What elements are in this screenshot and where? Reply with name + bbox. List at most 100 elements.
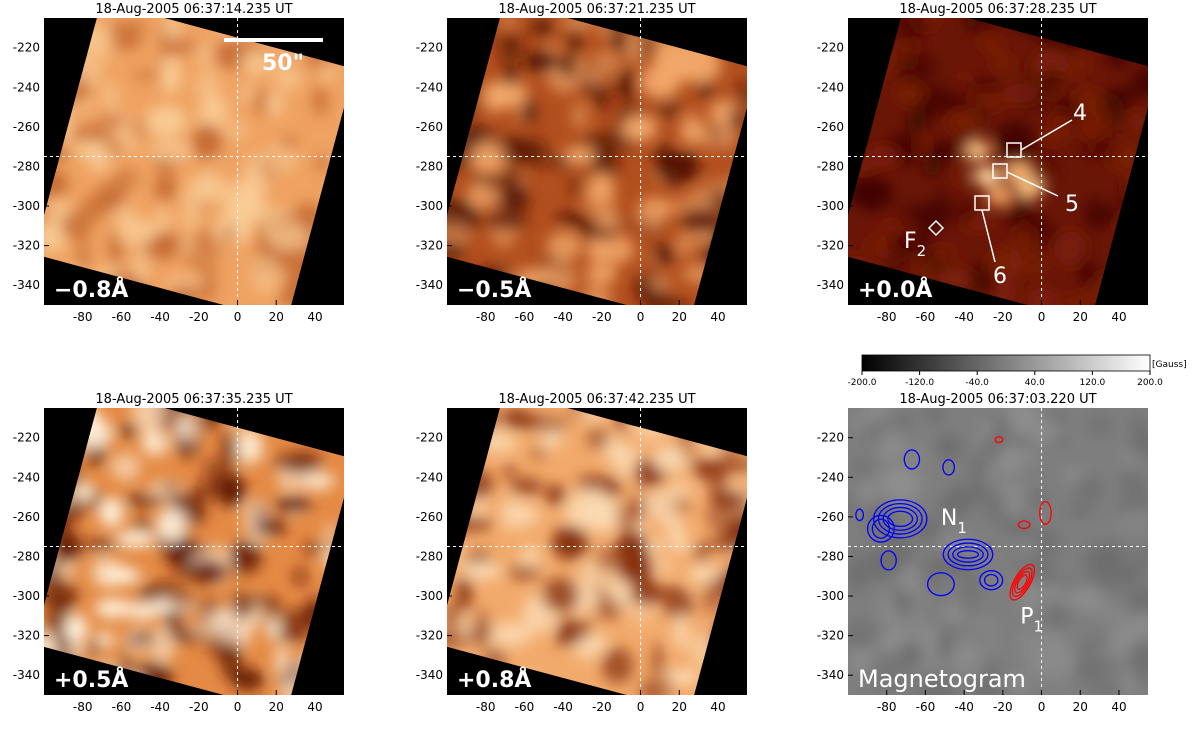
y-tick-label: -340 — [416, 668, 443, 682]
blob — [161, 481, 177, 494]
blob — [893, 412, 916, 429]
blob — [141, 427, 159, 455]
blob — [868, 657, 907, 694]
y-tick-label: -260 — [416, 510, 443, 524]
blob — [119, 132, 140, 154]
blob — [670, 446, 685, 472]
blob — [501, 65, 519, 87]
blob — [485, 431, 517, 453]
blob — [507, 565, 541, 580]
panel-title: 18-Aug-2005 06:37:21.235 UT — [498, 2, 695, 17]
x-tick-label: -60 — [515, 310, 535, 324]
contour — [1039, 500, 1052, 525]
blob — [648, 275, 671, 292]
blob — [502, 408, 528, 430]
blob — [622, 114, 658, 141]
blob — [851, 176, 893, 211]
x-tick-label: 0 — [1038, 310, 1046, 324]
blob — [652, 642, 664, 679]
colorbar-tick-label: -200.0 — [847, 378, 876, 388]
y-tick-label: -280 — [416, 159, 443, 173]
blob — [994, 120, 1036, 156]
blob — [103, 80, 118, 112]
blob — [663, 591, 695, 620]
x-tick-label: 40 — [1111, 700, 1126, 714]
pointer — [1020, 119, 1073, 151]
blob — [971, 454, 987, 487]
blob — [649, 536, 661, 557]
blob — [260, 144, 299, 174]
blob — [131, 408, 168, 430]
panel-title: 18-Aug-2005 06:37:14.235 UT — [95, 2, 292, 17]
blob — [150, 230, 181, 260]
y-tick-label: -260 — [13, 120, 40, 134]
x-tick-label: -40 — [954, 700, 974, 714]
blob — [934, 187, 948, 211]
x-tick-label: 0 — [637, 700, 645, 714]
blob — [120, 27, 142, 51]
y-tick-label: -240 — [13, 80, 40, 94]
y-tick-label: -300 — [13, 199, 40, 213]
blob — [676, 231, 694, 257]
x-tick-label: 20 — [1073, 310, 1088, 324]
x-tick-label: -20 — [993, 310, 1013, 324]
contour — [983, 573, 999, 587]
blob — [44, 591, 78, 607]
blob — [907, 109, 928, 135]
y-tick-label: -260 — [817, 510, 844, 524]
blob — [594, 547, 621, 574]
x-tick-label: -60 — [916, 310, 936, 324]
blob — [951, 539, 985, 553]
blob — [616, 67, 635, 104]
y-tick-label: -240 — [13, 470, 40, 484]
blob — [859, 477, 876, 502]
x-tick-label: -20 — [592, 310, 612, 324]
contours — [855, 436, 1052, 601]
blob — [555, 213, 584, 226]
contour — [994, 436, 1004, 444]
blob — [314, 156, 329, 172]
blob — [963, 587, 975, 619]
blob — [1017, 408, 1029, 438]
blob — [1132, 547, 1148, 568]
blob — [520, 98, 538, 125]
blob — [320, 65, 335, 81]
blob — [498, 31, 523, 64]
blob — [675, 57, 696, 81]
x-tick-label: 20 — [269, 700, 284, 714]
blob — [644, 490, 677, 520]
blob — [560, 57, 577, 76]
blob — [1029, 419, 1059, 443]
bright — [964, 140, 991, 161]
blob — [640, 63, 681, 99]
y-tick-label: -220 — [416, 41, 443, 55]
blob — [94, 191, 126, 203]
image — [447, 408, 747, 695]
blob — [1129, 110, 1144, 133]
blob — [983, 490, 1008, 525]
blob — [628, 601, 655, 623]
blob — [1115, 563, 1146, 587]
blob — [99, 566, 142, 585]
blob — [456, 575, 472, 611]
blob — [666, 668, 701, 686]
blob — [81, 536, 120, 554]
blob — [946, 110, 984, 134]
blob — [174, 410, 198, 438]
blob — [848, 568, 866, 594]
blob — [1130, 430, 1148, 458]
x-tick-label: -60 — [112, 310, 132, 324]
blob — [241, 499, 271, 527]
n1-text: N — [941, 506, 957, 531]
x-tick-label: -80 — [73, 700, 93, 714]
contour — [1014, 570, 1031, 594]
blob — [230, 592, 256, 620]
x-tick-label: -80 — [73, 310, 93, 324]
blob — [520, 545, 541, 571]
contour — [866, 514, 895, 543]
blob — [945, 605, 968, 618]
scale-bar-label: 50" — [262, 51, 304, 76]
blob — [464, 615, 477, 644]
blob — [584, 264, 617, 286]
blob — [635, 519, 648, 533]
